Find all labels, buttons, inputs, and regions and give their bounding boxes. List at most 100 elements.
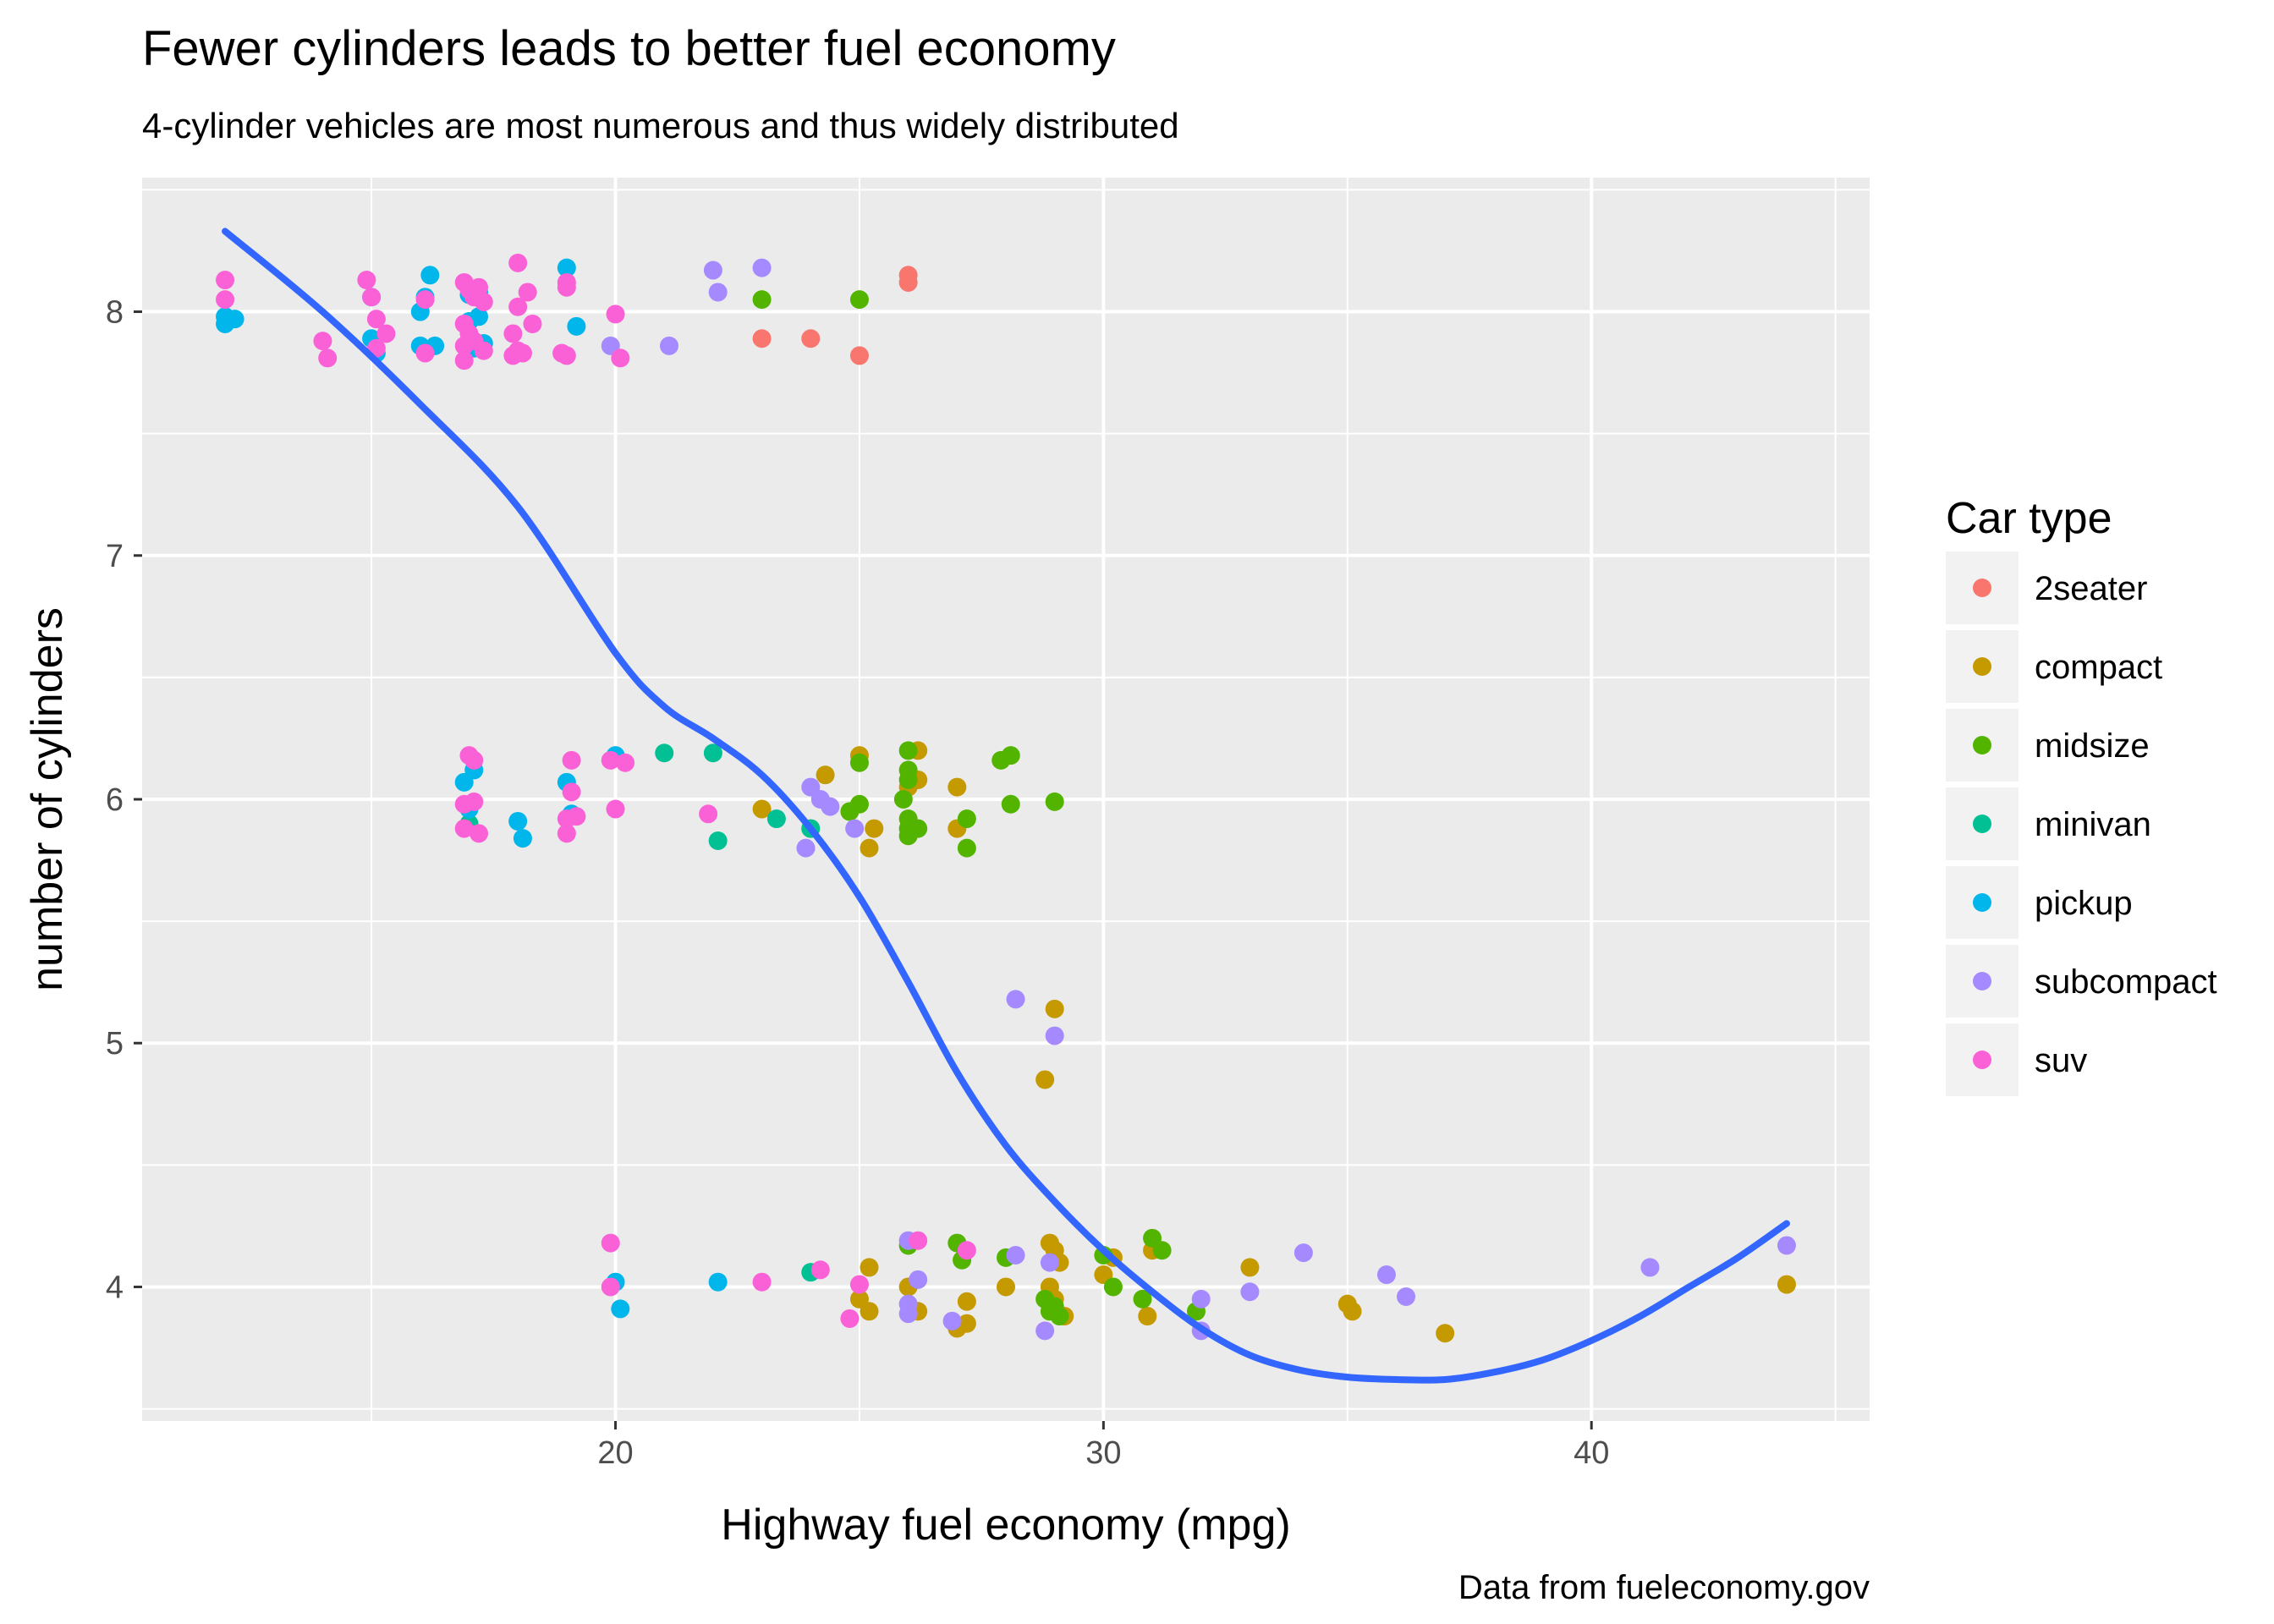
point-subcompact xyxy=(1294,1243,1313,1263)
point-compact xyxy=(865,819,884,838)
point-midsize xyxy=(909,819,928,838)
point-subcompact xyxy=(1777,1236,1796,1255)
point-compact xyxy=(860,1302,879,1321)
point-subcompact xyxy=(1397,1287,1416,1306)
point-suv xyxy=(523,314,542,333)
point-compact xyxy=(816,765,835,785)
point-suv xyxy=(313,332,332,351)
point-subcompact xyxy=(845,819,865,838)
point-suv xyxy=(601,1233,620,1253)
legend-swatch-subcompact xyxy=(1973,972,1991,990)
point-minivan xyxy=(766,809,786,829)
legend-swatch-pickup xyxy=(1973,893,1991,912)
point-suv xyxy=(357,271,376,290)
point-midsize xyxy=(1152,1241,1172,1260)
point-suv xyxy=(752,1272,772,1292)
point-compact xyxy=(948,777,967,797)
point-subcompact xyxy=(752,258,772,277)
point-compact xyxy=(957,1292,976,1311)
point-suv xyxy=(415,343,435,363)
legend-swatch-midsize xyxy=(1973,736,1991,754)
point-midsize xyxy=(1050,1307,1069,1326)
point-suv xyxy=(601,750,620,770)
x-axis-label: Highway fuel economy (mpg) xyxy=(721,1501,1290,1550)
point-midsize xyxy=(898,770,918,789)
legend-swatch-2seater xyxy=(1973,579,1991,597)
point-subcompact xyxy=(796,838,816,858)
point-midsize xyxy=(1133,1289,1152,1309)
chart-title: Fewer cylinders leads to better fuel eco… xyxy=(142,21,1116,76)
point-midsize xyxy=(898,741,918,760)
point-subcompact xyxy=(1191,1289,1211,1309)
point-subcompact xyxy=(1045,1026,1064,1045)
point-suv xyxy=(470,824,489,843)
point-suv xyxy=(567,807,586,826)
data-points xyxy=(216,253,1796,1343)
point-subcompact xyxy=(1006,1246,1025,1265)
point-suv xyxy=(840,1309,860,1328)
point-suv xyxy=(508,253,528,272)
y-tick-label: 8 xyxy=(106,295,124,331)
point-suv xyxy=(616,753,635,772)
point-2seater xyxy=(752,329,772,348)
point-suv xyxy=(454,351,474,370)
point-2seater xyxy=(849,346,869,365)
point-suv xyxy=(454,336,474,355)
point-suv xyxy=(849,1275,869,1294)
point-subcompact xyxy=(909,1270,928,1289)
x-axis-ticks: 20 30 40 xyxy=(597,1421,1609,1471)
smooth-line xyxy=(222,228,1790,1384)
point-compact xyxy=(1436,1324,1455,1343)
point-pickup xyxy=(508,811,528,831)
point-pickup xyxy=(225,310,244,329)
point-minivan xyxy=(655,743,674,763)
point-suv xyxy=(606,799,625,819)
point-suv xyxy=(470,277,489,297)
point-suv xyxy=(611,348,630,368)
point-subcompact xyxy=(1035,1321,1055,1341)
legend-label-compact: compact xyxy=(2035,649,2162,686)
legend-label-subcompact: subcompact xyxy=(2035,963,2217,1001)
point-midsize xyxy=(1045,792,1064,811)
chart-subtitle: 4-cylinder vehicles are most numerous an… xyxy=(142,106,1179,145)
legend-title: Car type xyxy=(1946,494,2112,543)
point-suv xyxy=(810,1260,830,1280)
point-suv xyxy=(562,750,581,770)
point-suv xyxy=(503,324,523,343)
point-pickup xyxy=(420,266,440,285)
point-suv xyxy=(362,288,382,307)
point-suv xyxy=(562,782,581,802)
legend-swatch-minivan xyxy=(1973,815,1991,833)
point-suv xyxy=(508,297,528,316)
point-compact xyxy=(957,1314,976,1333)
point-compact xyxy=(860,838,879,858)
point-suv xyxy=(216,271,235,290)
point-suv xyxy=(557,277,576,297)
point-subcompact xyxy=(703,261,722,280)
point-suv xyxy=(376,324,396,343)
point-compact xyxy=(1343,1302,1362,1321)
point-compact xyxy=(752,799,772,819)
point-midsize xyxy=(893,790,913,809)
point-midsize xyxy=(849,794,869,814)
point-compact xyxy=(860,1258,879,1277)
point-2seater xyxy=(801,329,821,348)
chart-caption: Data from fueleconomy.gov xyxy=(1458,1569,1870,1606)
point-pickup xyxy=(567,316,586,336)
point-suv xyxy=(503,346,523,365)
point-pickup xyxy=(513,829,532,848)
point-compact xyxy=(1240,1258,1260,1277)
legend-swatch-compact xyxy=(1973,657,1991,676)
point-compact xyxy=(1045,999,1064,1018)
smooth-trend xyxy=(222,228,1790,1384)
point-suv xyxy=(557,824,576,843)
point-subcompact xyxy=(1006,990,1025,1009)
point-midsize xyxy=(1103,1277,1123,1297)
point-subcompact xyxy=(1376,1265,1396,1285)
x-tick-label: 30 xyxy=(1085,1435,1121,1471)
y-axis-ticks: 4 5 6 7 8 xyxy=(106,295,142,1305)
point-compact xyxy=(1035,1070,1055,1089)
point-suv xyxy=(464,750,484,770)
point-midsize xyxy=(1001,746,1020,765)
